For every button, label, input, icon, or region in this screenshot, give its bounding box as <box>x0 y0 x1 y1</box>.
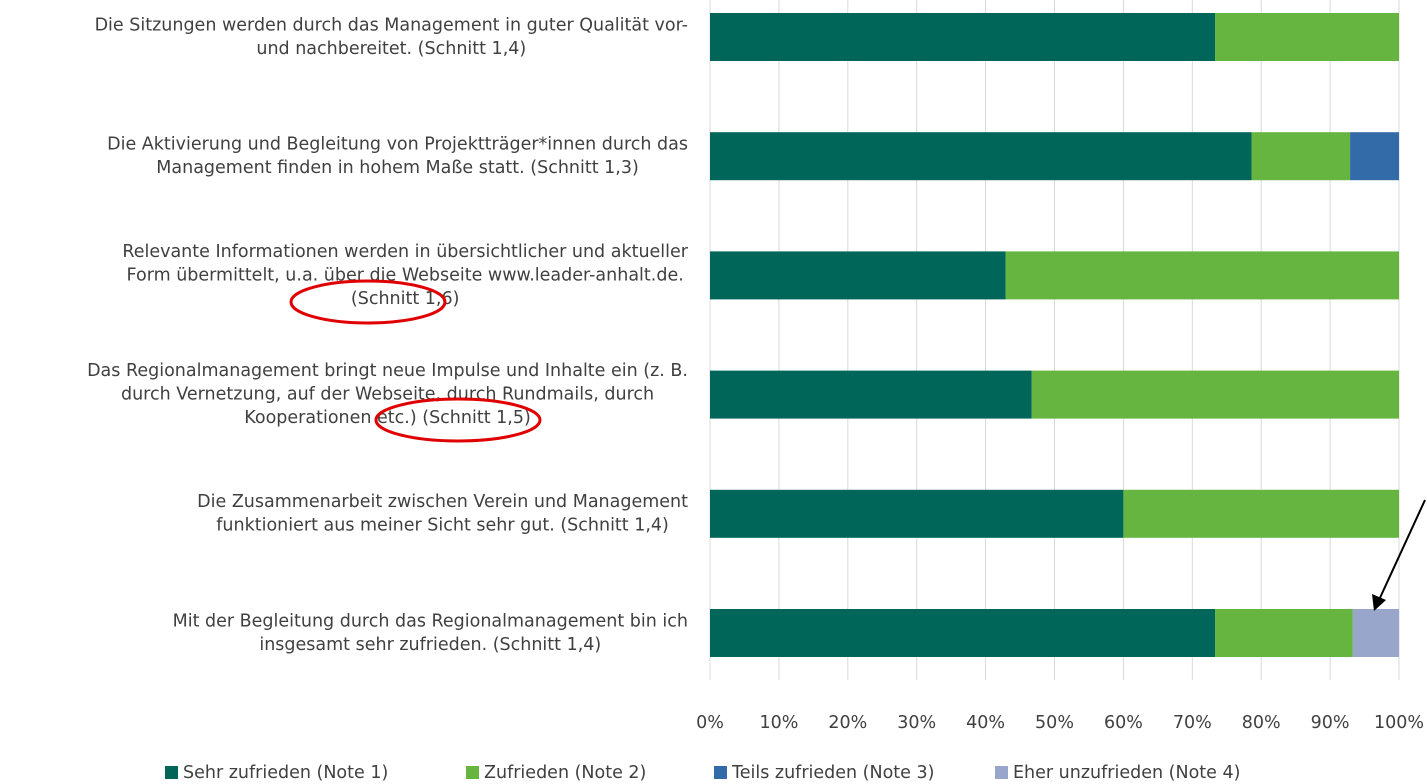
x-tick-label: 90% <box>1311 713 1350 733</box>
x-tick-label: 20% <box>828 713 867 733</box>
bar-segment <box>710 489 1124 538</box>
bar-segment <box>710 609 1216 657</box>
legend-label: Sehr zufrieden (Note 1) <box>183 763 388 783</box>
labels: 0% 10% 20% 30% 40% 50% 60% 70% 80% 90% 100% Die Sit… <box>87 15 1424 783</box>
category-label: Mit der Begleitung durch das Regionalman… <box>173 611 688 631</box>
category-label: Die Zusammenarbeit zwischen Verein und M… <box>197 492 688 512</box>
highlight-ellipse <box>289 279 447 325</box>
bar-segment <box>710 132 1252 181</box>
category-label: und nachbereitet. (Schnitt 1,4) <box>256 39 526 59</box>
category-label: Das Regionalmanagement bringt neue Impul… <box>87 361 688 381</box>
x-tick-label: 0% <box>696 713 724 733</box>
bar-segment <box>710 251 1006 300</box>
bar-segment <box>1031 370 1399 419</box>
category-label: Management finden in hohem Maße statt. (… <box>156 158 639 178</box>
bar-segment <box>1215 609 1353 657</box>
category-label: Kooperationen etc.) (Schnitt 1,5) <box>244 408 531 428</box>
legend-swatch <box>466 766 479 779</box>
x-tick-label: 30% <box>897 713 936 733</box>
bar-segment <box>1123 489 1399 538</box>
category-label: insgesamt sehr zufrieden. (Schnitt 1,4) <box>259 635 601 655</box>
bar-segment <box>1215 13 1399 61</box>
x-tick-label: 40% <box>966 713 1005 733</box>
category-label: funktioniert aus meiner Sicht sehr gut. … <box>216 516 669 536</box>
x-tick-label: 70% <box>1173 713 1212 733</box>
highlight-ellipse <box>374 397 542 443</box>
bar-segment <box>710 13 1216 61</box>
bars <box>710 13 1399 657</box>
x-tick-label: 50% <box>1035 713 1074 733</box>
category-label: Relevante Informationen werden in übersi… <box>122 242 688 262</box>
category-label: Die Sitzungen werden durch das Managemen… <box>95 15 688 35</box>
category-label: Die Aktivierung und Begleitung von Proje… <box>107 134 688 154</box>
grid <box>709 0 1400 680</box>
bar-segment <box>1251 132 1351 181</box>
arrow <box>1372 499 1426 611</box>
legend-swatch <box>995 766 1008 779</box>
x-tick-label: 100% <box>1374 713 1424 733</box>
category-label: durch Vernetzung, auf der Webseite, durc… <box>121 385 654 405</box>
legend-label: Eher unzufrieden (Note 4) <box>1013 763 1240 783</box>
legend-swatch <box>165 766 178 779</box>
bar-segment <box>1352 609 1399 657</box>
legend-label: Teils zufrieden (Note 3) <box>731 763 934 783</box>
category-label: Form übermittelt, u.a. über die Webseite… <box>127 265 684 285</box>
x-tick-label: 60% <box>1104 713 1143 733</box>
x-tick-label: 10% <box>759 713 798 733</box>
bar-segment <box>1005 251 1399 300</box>
bar-segment <box>1350 132 1399 181</box>
bar-segment <box>710 370 1032 419</box>
legend-swatch <box>714 766 727 779</box>
legend-label: Zufrieden (Note 2) <box>484 763 646 783</box>
x-tick-label: 80% <box>1242 713 1281 733</box>
category-label: (Schnitt 1,6) <box>351 289 460 309</box>
